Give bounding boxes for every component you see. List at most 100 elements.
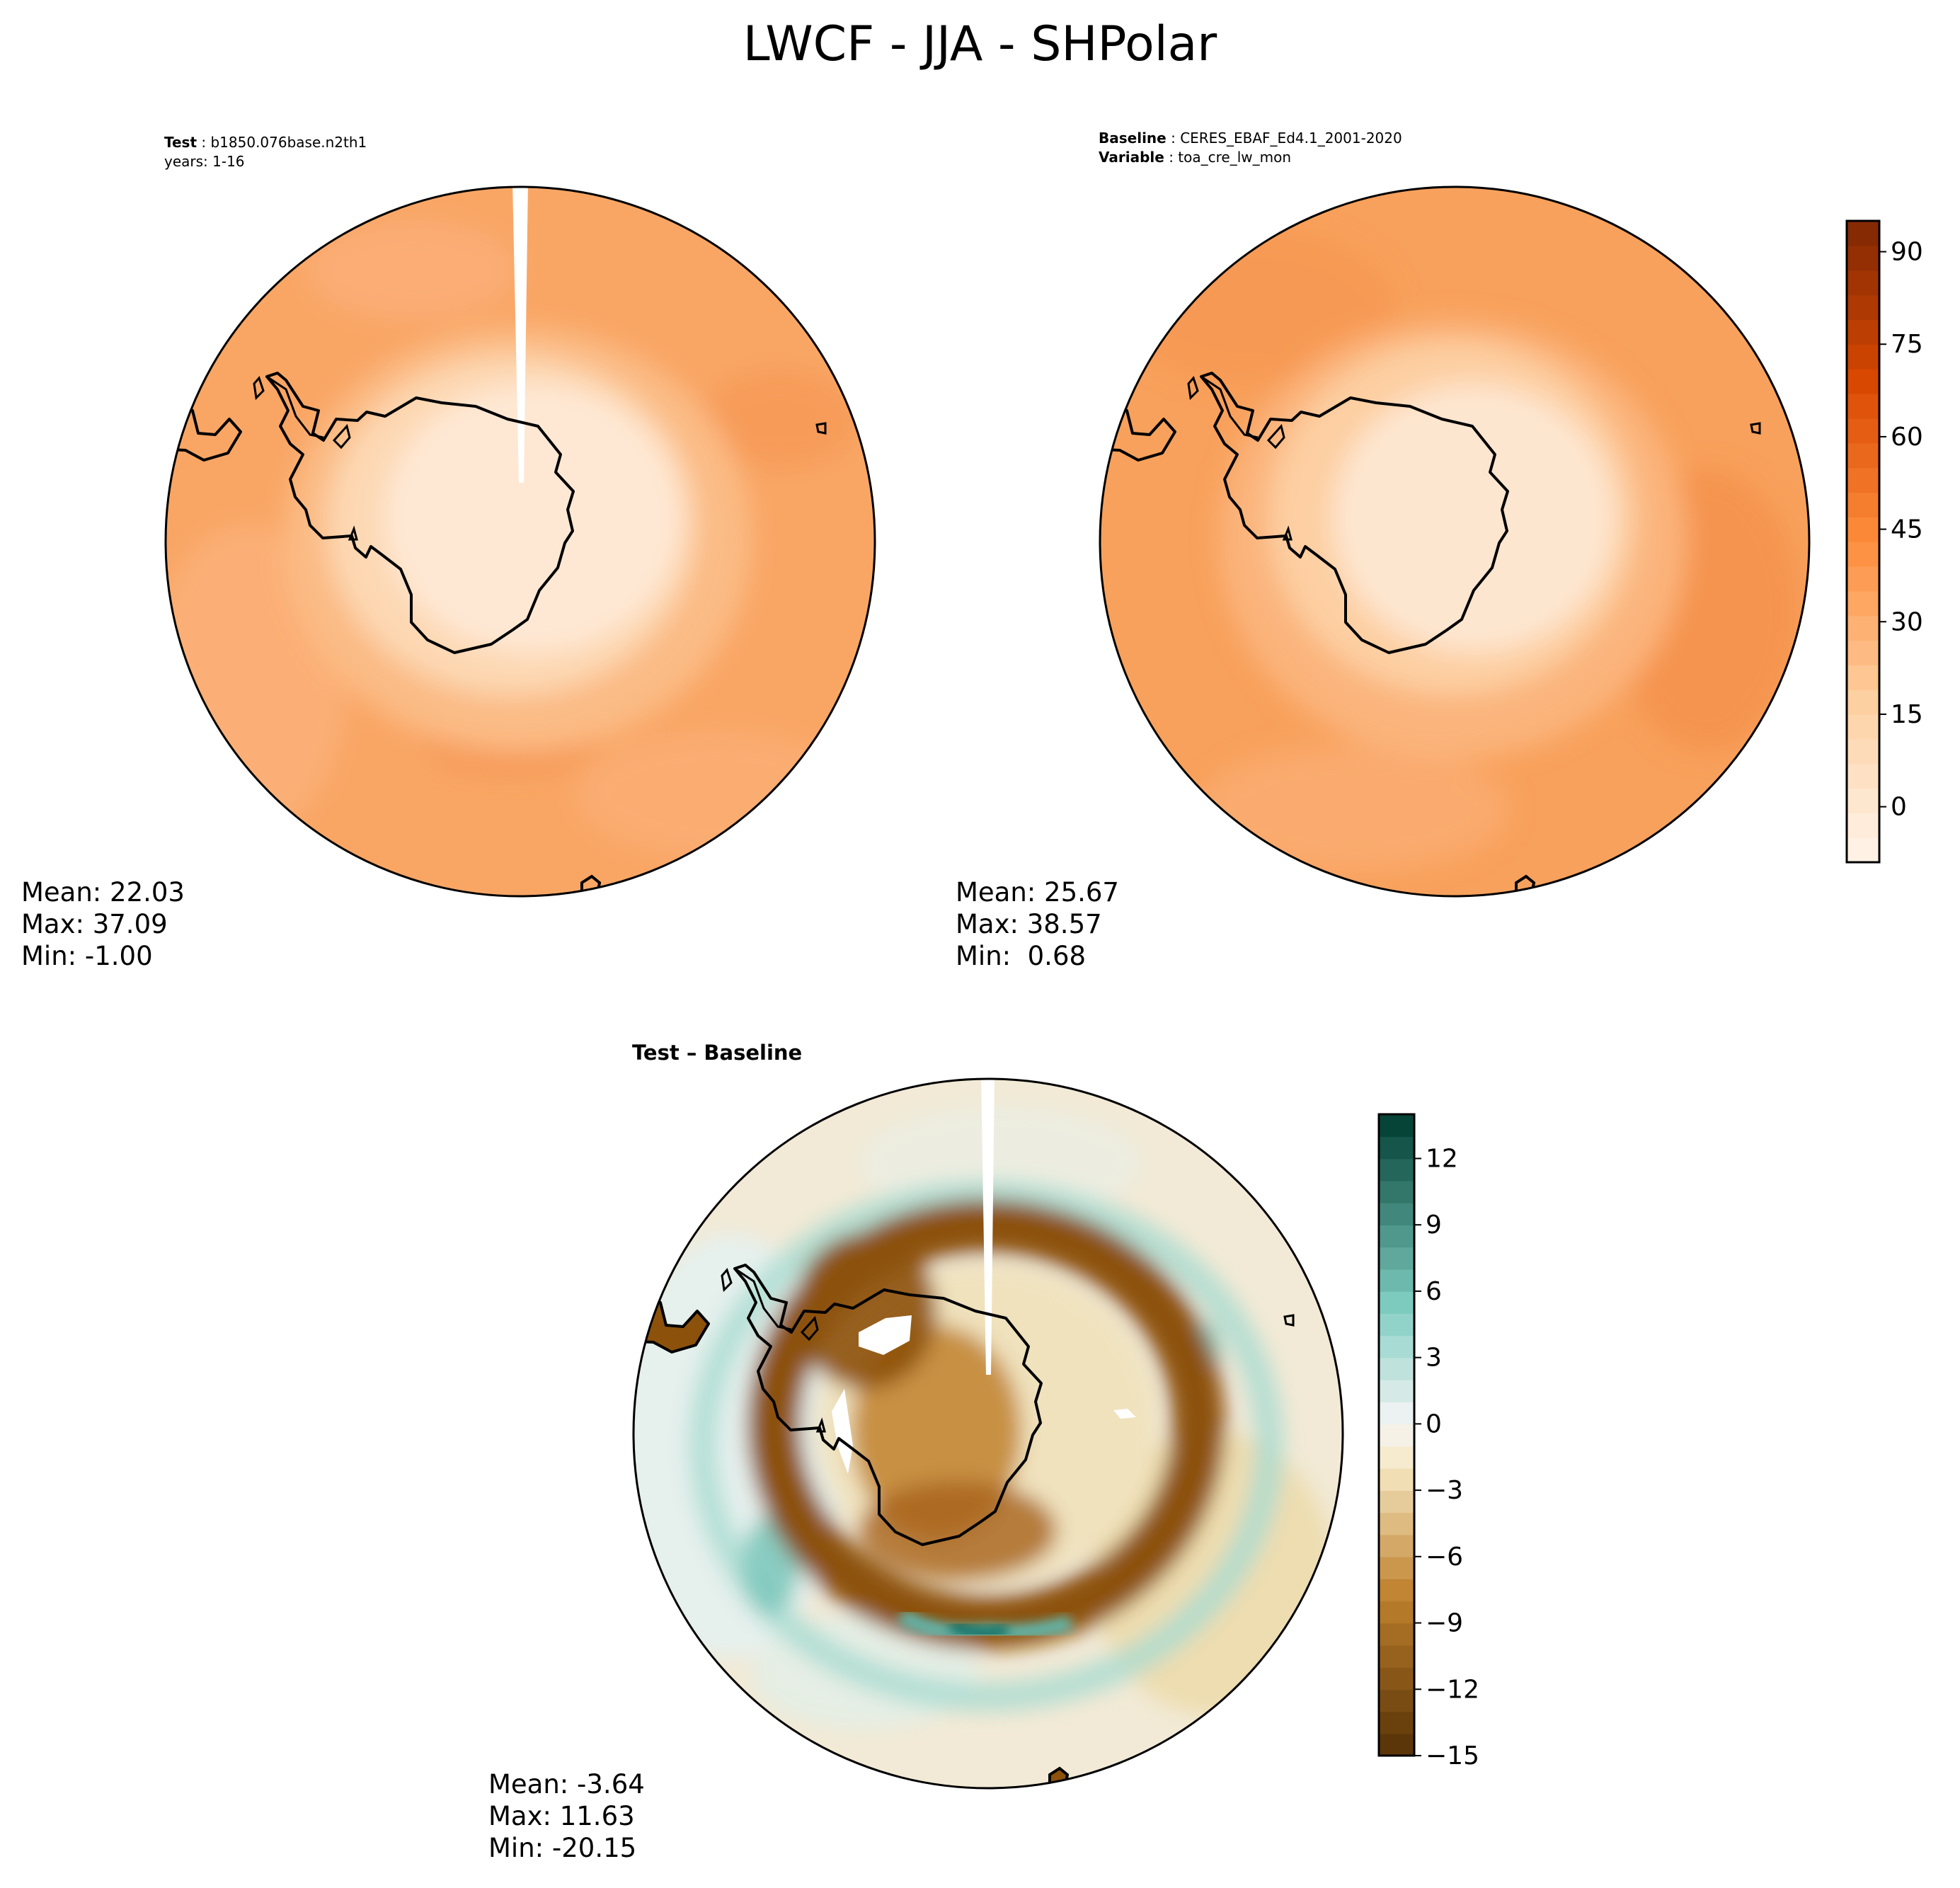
falklands-outline [1187,376,1199,401]
test-years: years: 1-16 [164,153,245,170]
colorbar-band [1379,1269,1414,1292]
missing-data-wedge [981,1079,995,1375]
map-frame [164,185,876,898]
colorbar-tick-label: 3 [1426,1344,1442,1373]
falklands-outline [721,1268,733,1293]
colorbar-band [1379,1711,1414,1734]
ice-shelf-outline [332,423,351,450]
colorbar-band [1847,714,1879,740]
colorbar-tick-label: 30 [1891,607,1923,636]
ice-shelf-outline [800,1315,819,1341]
map-frame [1099,185,1811,898]
peninsula-coastline [1200,375,1259,439]
colorbar-band [1847,245,1879,271]
missing-data-wedge [512,187,528,483]
test-max: Max: 37.09 [21,909,168,939]
test-key: Test [164,134,197,151]
colorbar-band [1847,788,1879,814]
interior-zone [1332,384,1615,653]
colorbar-band [1379,1247,1414,1270]
colorbar-band [1379,1202,1414,1226]
baseline-stats: Mean: 25.67 Max: 38.57 Min: 0.68 [956,876,1119,972]
colorbar-band [1379,1225,1414,1248]
colorbar-band [1847,590,1879,617]
baseline-max: Max: 38.57 [956,909,1102,939]
colorbar-band [1847,690,1879,715]
colorbar-band [1379,1490,1414,1514]
colorbar-band [1847,369,1879,394]
test-map [164,185,876,898]
colorbar-band [1847,813,1879,838]
colorbar-band [1847,542,1879,567]
figure-title: LWCF - JJA - SHPolar [743,16,1217,72]
colorbar-band [1379,1623,1414,1646]
colorbar-band [1847,615,1879,641]
test-mean: Mean: 22.03 [21,877,185,908]
colorbar-band [1379,1601,1414,1624]
colorbar-band [1847,665,1879,690]
island-outline [815,1417,826,1433]
colorbar-band [1847,393,1879,419]
colorbar-tick-label: 90 [1891,238,1923,267]
diff-stats: Mean: -3.64 Max: 11.63 Min: -20.15 [488,1768,645,1864]
baseline-header: Baseline : CERES_EBAF_Ed4.1_2001-2020 Va… [1099,130,1402,166]
colorbar-band [1379,1357,1414,1380]
map-frame [632,1077,1344,1790]
colorbar-band [1847,294,1879,321]
peninsula-coastline [734,1267,792,1331]
antarctica-coastline [733,1264,1043,1546]
peninsula-coastline [266,375,324,439]
diff-panel-title: Test – Baseline [632,1041,803,1065]
colorbar-band [1379,1335,1414,1358]
colorbar-band [1379,1512,1414,1535]
saturated-area [832,1389,853,1474]
kerguelen-outline [1283,1314,1295,1327]
diff-mean: Mean: -3.64 [488,1769,645,1800]
new-zealand-coastline [580,874,602,896]
colorbar-tick-label: 0 [1891,793,1907,822]
baseline-dataset: CERES_EBAF_Ed4.1_2001-2020 [1180,130,1402,147]
colorbar-band [1847,492,1879,517]
antarctica-coastline [1200,372,1509,654]
colorbar-band [1379,1424,1414,1447]
colorbar-band [1379,1534,1414,1557]
falklands-outline [253,376,265,401]
colorbar-band [1847,837,1879,863]
colorbar-band [1379,1644,1414,1668]
colorbar-tick-label: 12 [1426,1144,1458,1173]
difference-map [632,1077,1344,1790]
ice-shelf-outline [1266,423,1285,450]
colorbar-tick-label: −12 [1426,1675,1479,1704]
island-outline [1282,525,1293,541]
test-stats: Mean: 22.03 Max: 37.09 Min: -1.00 [21,876,185,972]
colorbar-band [1379,1313,1414,1337]
saturated-area [859,1315,912,1355]
variable-key: Variable [1099,149,1164,166]
colorbar-band [1379,1446,1414,1469]
colorbar-band [1379,1579,1414,1602]
colorbar-band [1847,221,1879,246]
colorbar-frame [1377,1113,1416,1757]
kerguelen-outline [815,422,827,435]
colorbar-tick-label: −3 [1426,1476,1463,1505]
baseline-mean: Mean: 25.67 [956,877,1119,908]
interior-zone [384,384,681,653]
colorbar-band [1847,442,1879,469]
colorbar-band [1379,1379,1414,1402]
colorbar-band [1379,1689,1414,1712]
colorbar-band [1847,467,1879,493]
saturated-area [1113,1409,1136,1419]
colorbar-band [1379,1136,1414,1160]
colorbar-band [1847,418,1879,444]
kerguelen-outline [1750,422,1761,435]
colorbar-tick-label: 60 [1891,423,1923,452]
colorbar-tick-label: −6 [1426,1543,1463,1572]
colorbar-absolute: 90 75 60 45 30 15 0 [1845,219,1923,864]
colorbar-frame [1845,219,1881,864]
baseline-min: Min: 0.68 [956,941,1087,971]
colorbar-band [1379,1114,1414,1138]
colorbar-tick-label: 45 [1891,515,1923,544]
colorbar-band [1847,344,1879,370]
colorbar-tick-label: 0 [1426,1409,1442,1438]
colorbar-tick-label: 6 [1426,1277,1442,1306]
